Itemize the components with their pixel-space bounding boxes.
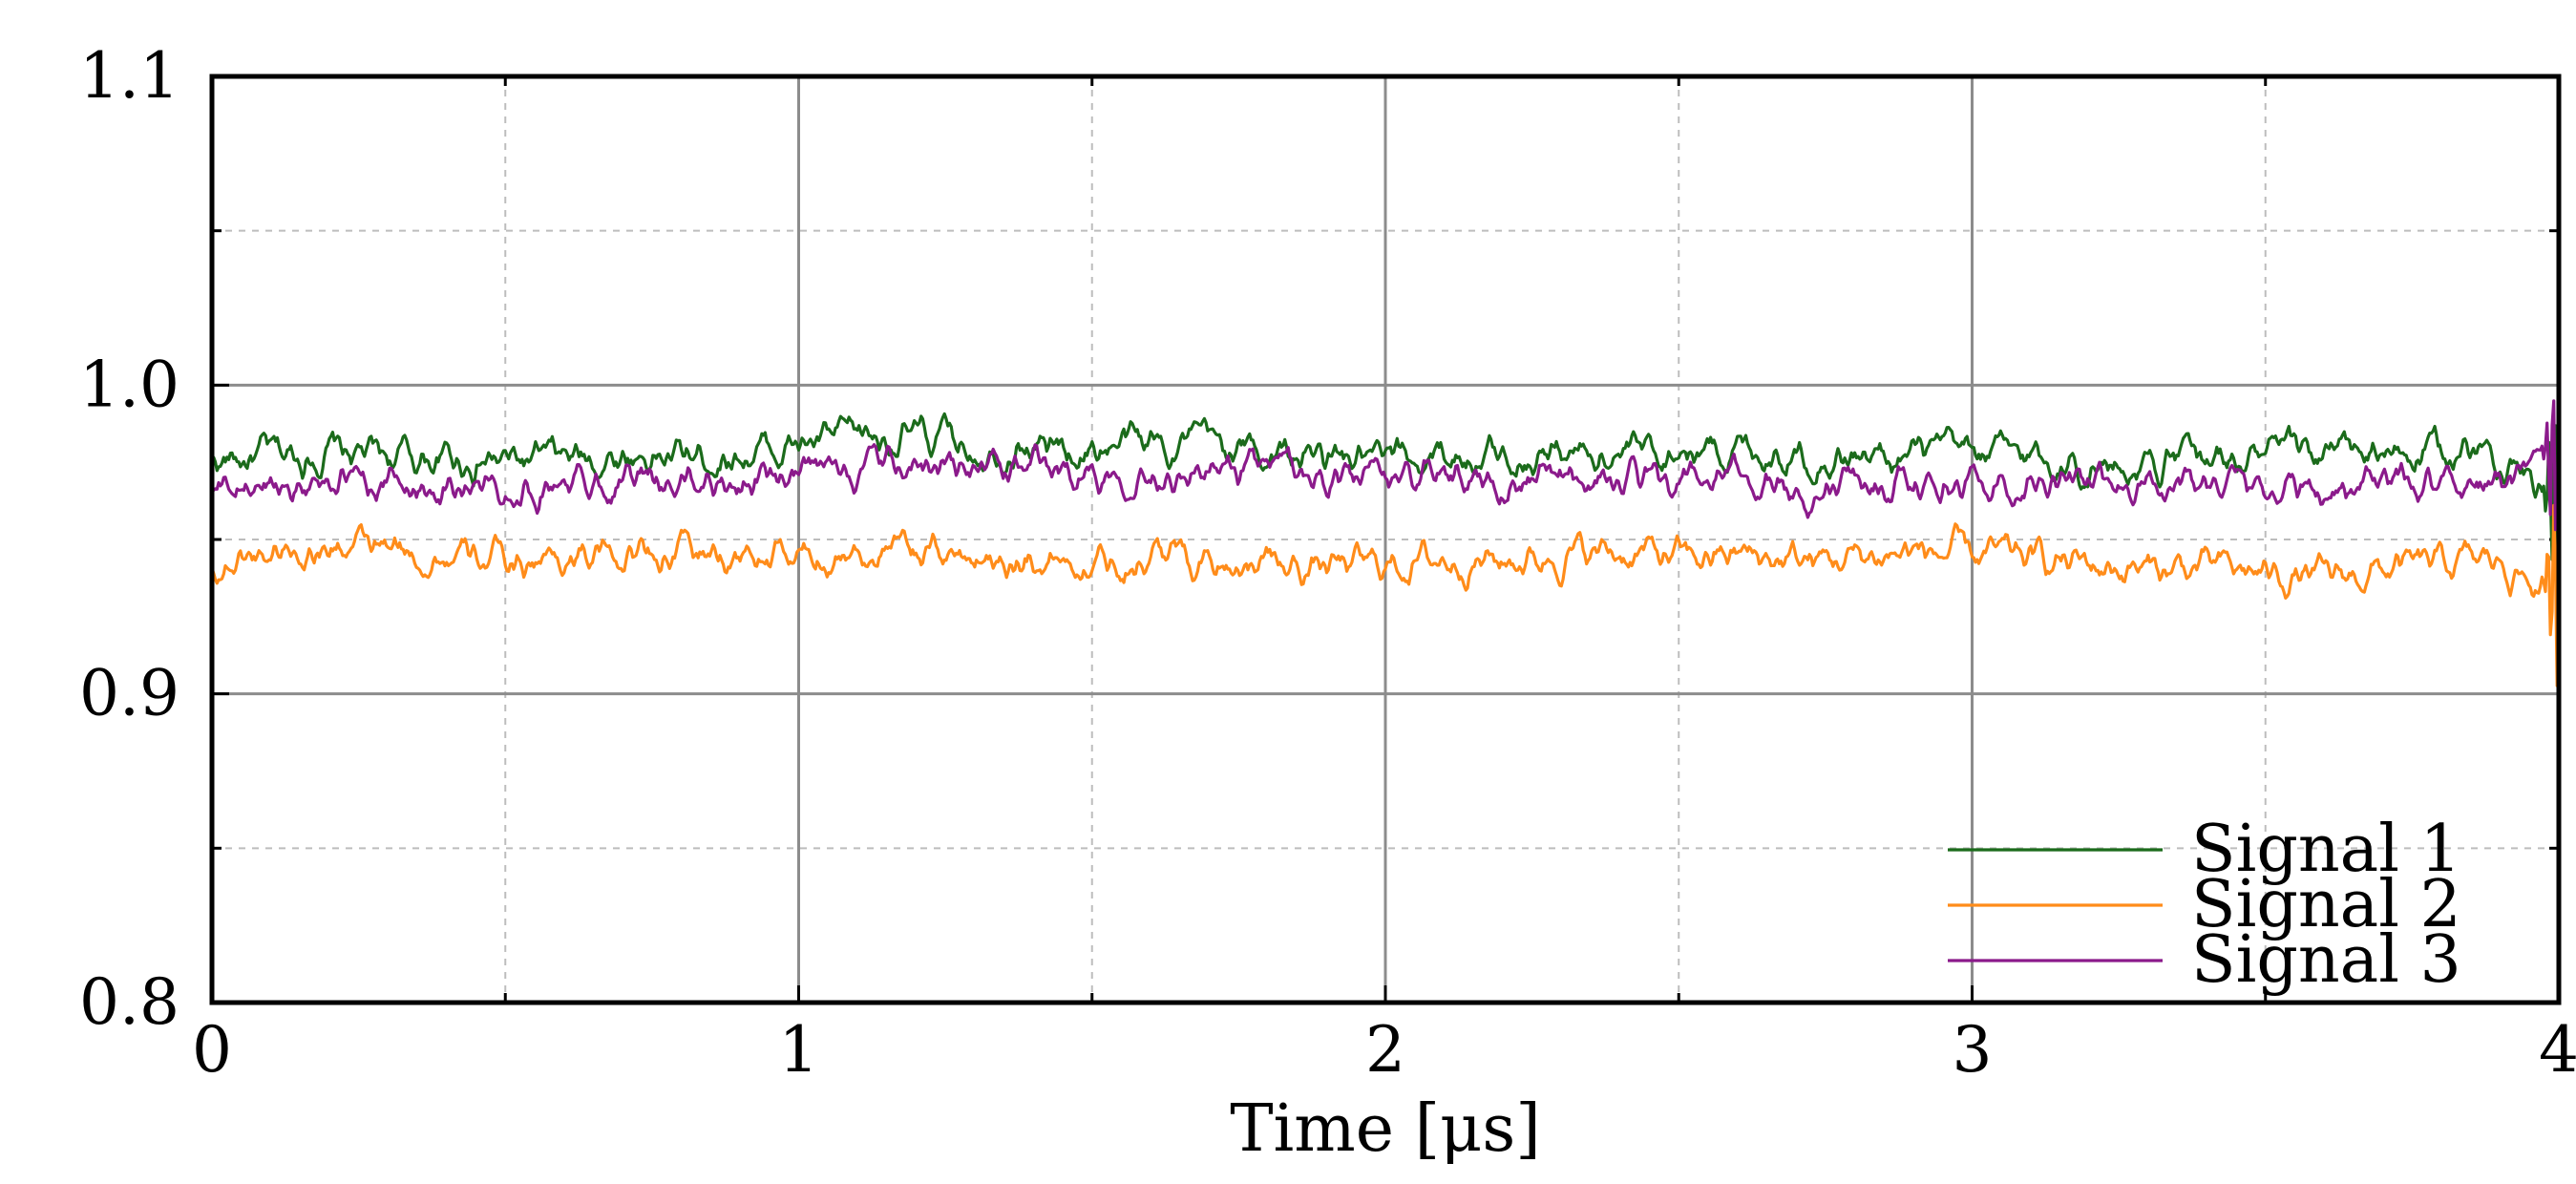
legend-label-3: Signal 3 <box>2191 922 2461 998</box>
x-tick-label: 2 <box>1365 1013 1405 1087</box>
y-tick-label: 0.9 <box>79 657 179 730</box>
x-tick-label: 4 <box>2539 1013 2576 1087</box>
legend-label-2: Signal 2 <box>2191 867 2461 942</box>
x-axis-title: Time [μs] <box>1230 1091 1541 1167</box>
series-line-2 <box>210 503 2561 687</box>
plot-frame <box>209 74 2562 1005</box>
series-layer <box>210 382 2561 687</box>
x-tick-label: 1 <box>779 1013 819 1087</box>
y-tick-label: 1.0 <box>79 348 179 421</box>
y-tick-label: 1.1 <box>79 39 179 113</box>
legend-label-1: Signal 1 <box>2191 812 2461 887</box>
y-tick-label: 0.8 <box>79 965 179 1039</box>
x-tick-labels: 0 1 2 3 4 <box>192 1013 2576 1087</box>
series-line-1 <box>211 412 2561 598</box>
x-tick-label: 3 <box>1953 1013 1993 1087</box>
series-line-3 <box>210 382 2561 532</box>
y-tick-labels: 0.8 0.9 1.0 1.1 <box>79 39 179 1039</box>
x-tick-label: 0 <box>192 1013 232 1087</box>
